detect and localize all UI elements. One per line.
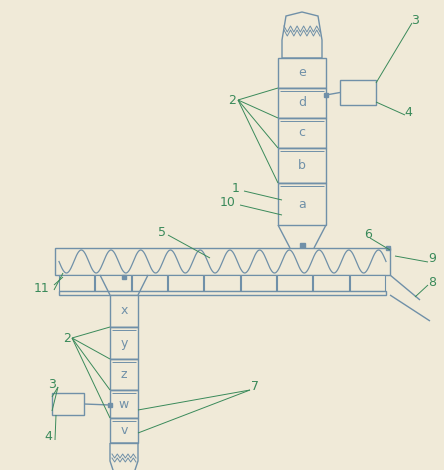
Bar (241, 275, 276, 291)
Bar (277, 275, 312, 291)
Bar (278, 148, 326, 183)
Bar (313, 275, 349, 291)
Text: 4: 4 (404, 105, 412, 118)
Text: a: a (298, 197, 306, 211)
Bar (95, 275, 131, 291)
Text: x: x (120, 305, 128, 318)
Bar (132, 275, 167, 291)
Text: 4: 4 (44, 431, 52, 444)
Text: 2: 2 (63, 331, 71, 345)
Bar (110, 295, 138, 327)
Bar (278, 118, 326, 148)
Bar (122, 275, 126, 279)
Bar (110, 418, 138, 443)
Text: 10: 10 (220, 196, 236, 209)
Text: 6: 6 (364, 228, 372, 242)
Text: d: d (298, 96, 306, 110)
Text: w: w (119, 398, 129, 410)
Text: y: y (120, 337, 128, 350)
Text: e: e (298, 66, 306, 79)
Text: 8: 8 (428, 275, 436, 289)
Bar (278, 58, 326, 88)
Text: 5: 5 (158, 226, 166, 238)
Bar (110, 390, 138, 418)
Bar (204, 275, 240, 291)
Bar (59, 275, 94, 291)
Bar (300, 243, 305, 248)
Text: 9: 9 (428, 251, 436, 265)
Bar (110, 359, 138, 390)
Text: 1: 1 (232, 181, 240, 195)
Text: 7: 7 (251, 381, 259, 393)
Text: 3: 3 (48, 378, 56, 392)
Bar (278, 88, 326, 118)
Text: c: c (298, 126, 305, 140)
Text: z: z (121, 368, 127, 381)
Text: 2: 2 (228, 94, 236, 107)
Bar (340, 80, 376, 105)
Bar (52, 393, 84, 415)
Text: b: b (298, 159, 306, 172)
Bar (324, 93, 328, 97)
Text: v: v (120, 424, 128, 437)
Bar (168, 275, 203, 291)
Text: 3: 3 (411, 14, 419, 26)
Bar (386, 246, 390, 250)
Bar (108, 403, 112, 407)
Bar (278, 183, 326, 225)
Bar (350, 275, 385, 291)
Bar (55, 248, 390, 275)
Bar (59, 291, 386, 295)
Bar (110, 327, 138, 359)
Text: 11: 11 (34, 282, 50, 295)
